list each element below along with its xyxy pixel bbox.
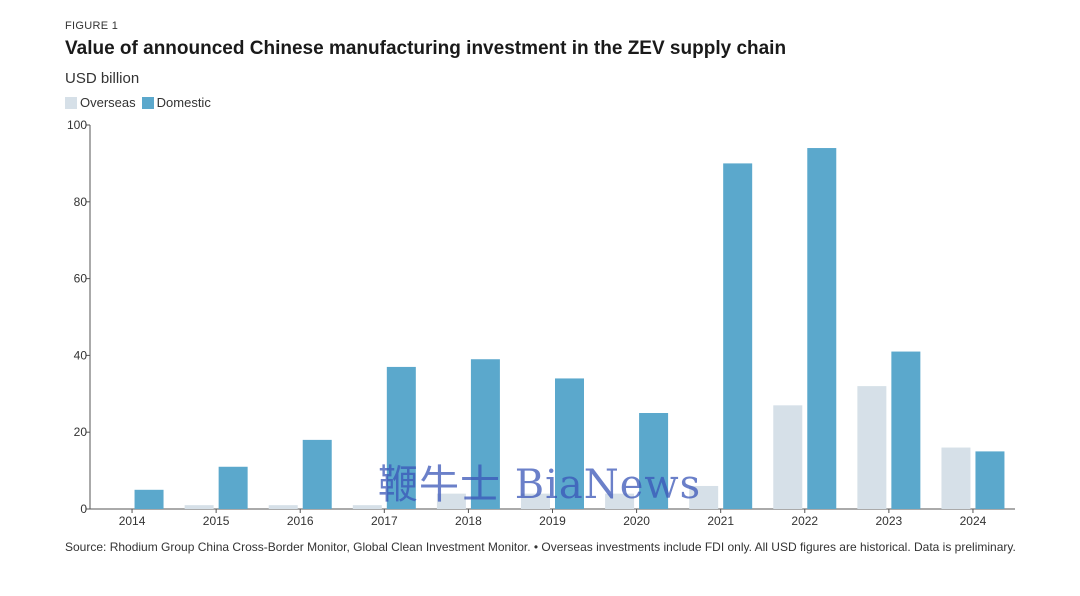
x-tick-label: 2020 [623,514,650,528]
y-tick-label: 60 [74,272,88,286]
legend-item-domestic: Domestic [141,95,211,110]
bar-domestic-2014 [134,489,164,509]
x-tick-label: 2014 [119,514,146,528]
bar-domestic-2021 [723,163,753,509]
y-tick-label: 20 [74,425,88,439]
y-tick-label: 0 [80,502,87,516]
bar-overseas-2016 [268,505,298,509]
legend-item-overseas: Overseas [65,95,136,110]
x-tick-label: 2022 [791,514,818,528]
bar-overseas-2019 [521,493,550,509]
bar-domestic-2023 [891,351,921,509]
legend: Overseas Domestic [65,95,217,110]
bar-domestic-2024 [975,451,1005,509]
bar-overseas-2015 [184,505,214,509]
legend-label-domestic: Domestic [156,95,211,110]
legend-swatch-overseas [65,96,77,109]
y-axis-unit-label: USD billion [65,70,140,87]
x-tick-label: 2024 [960,514,987,528]
x-tick-label: 2023 [876,514,903,528]
bar-chart: 0 20 40 60 80 100 2014 2015 2016 2017 2018 2019 2020… [67,118,1015,528]
bar-domestic-2018 [470,359,500,509]
bar-domestic-2022 [807,148,837,509]
x-tick-label: 2016 [287,514,314,528]
bar-domestic-2016 [302,439,332,509]
watermark: 鞭牛士 BiaNews [378,462,702,508]
y-tick-label: 80 [74,195,88,209]
y-tick-label: 100 [67,118,87,132]
bar-domestic-2019 [555,378,584,509]
chart-title: Value of announced Chinese manufacturing… [65,38,787,59]
x-tick-label: 2018 [455,514,482,528]
figure-label: FIGURE 1 [65,20,119,32]
bar-domestic-2015 [218,466,248,509]
x-tick-label: 2021 [707,514,734,528]
bar-domestic-2020 [639,413,669,509]
y-tick-label: 40 [74,348,88,362]
bar-overseas-2021 [689,485,719,509]
x-tick-label: 2019 [539,514,566,528]
legend-swatch-domestic [141,96,154,109]
bar-overseas-2022 [773,405,803,509]
bar-overseas-2024 [941,447,971,509]
bar-domestic-2017 [386,366,416,509]
bar-overseas-2020 [605,493,635,509]
bar-overseas-2018 [436,493,466,509]
bar-overseas-2017 [352,505,382,509]
legend-label-overseas: Overseas [80,95,136,110]
x-tick-label: 2017 [371,514,398,528]
source-note: Source: Rhodium Group China Cross-Border… [65,540,1016,554]
bar-overseas-2023 [857,386,887,509]
x-tick-label: 2015 [203,514,230,528]
